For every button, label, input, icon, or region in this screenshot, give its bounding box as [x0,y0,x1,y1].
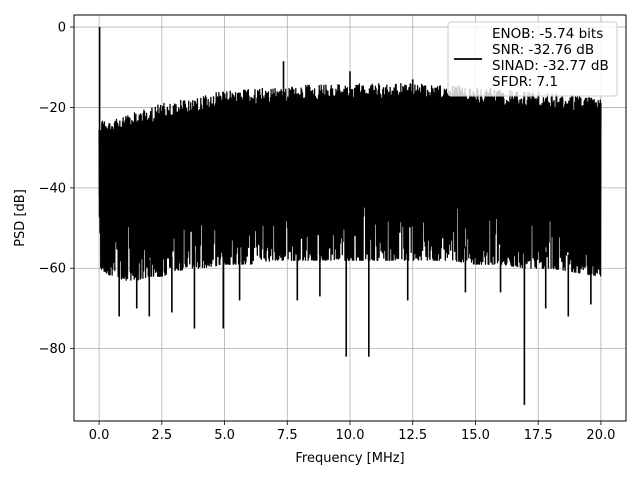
x-tick-label: 0.0 [89,428,110,443]
axis-ticks: 0.0 2.5 5.0 7.5 10.0 12.5 15.0 17.5 20.0 0 −20 −40 −… [39,21,616,443]
x-tick-label: 10.0 [336,428,365,443]
x-tick-label: 2.5 [151,428,172,443]
legend-text-line: SFDR: 7.1 [492,74,558,90]
y-tick-label: −40 [39,181,66,196]
x-tick-label: 17.5 [524,428,553,443]
legend-text-line: ENOB: -5.74 bits [492,26,603,42]
legend-text-line: SINAD: -32.77 dB [492,58,609,74]
psd-trace [98,82,602,281]
x-tick-label: 5.0 [214,428,235,443]
y-tick-label: −80 [39,342,66,357]
y-tick-label: 0 [58,21,66,36]
y-tick-label: −60 [39,262,66,277]
legend-text-line: SNR: -32.76 dB [492,42,594,58]
x-tick-label: 12.5 [398,428,427,443]
psd-series [98,27,602,405]
x-tick-label: 20.0 [586,428,615,443]
y-axis-label: PSD [dB] [13,189,28,247]
x-axis-label: Frequency [MHz] [295,451,404,466]
x-tick-label: 7.5 [277,428,298,443]
y-tick-label: −20 [39,101,66,116]
legend-box [447,21,618,97]
x-tick-label: 15.0 [461,428,490,443]
